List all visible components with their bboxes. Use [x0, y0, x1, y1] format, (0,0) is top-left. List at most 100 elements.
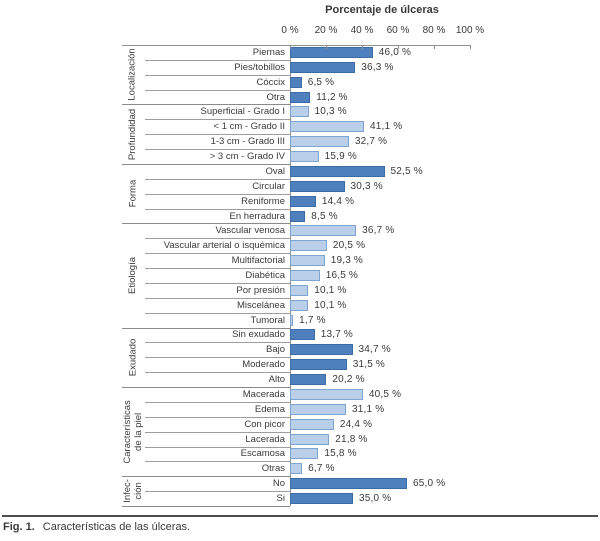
- group-label: Características de la piel: [121, 399, 144, 464]
- bar: [290, 299, 309, 311]
- bar: [290, 433, 330, 445]
- bar-value-label: 41,1 %: [370, 121, 403, 133]
- bar-row-label: Con picor: [244, 418, 285, 430]
- bar-row: Vascular venosa 36,7 %: [145, 223, 600, 238]
- bar-row-label: Bajo: [265, 344, 285, 356]
- row-separator: [145, 401, 290, 403]
- bar-value-label: 35,0 %: [359, 493, 392, 505]
- bar-row: Edema 31,1 %: [145, 401, 600, 417]
- bar-row-label: En herradura: [229, 210, 285, 222]
- bar-value-label: 6,5 %: [307, 76, 335, 88]
- bar-row: Superficial - Grado I 10,3 %: [145, 104, 600, 119]
- bar-row: Macerada 40,5 %: [145, 387, 600, 402]
- bar-value-label: 6,7 %: [308, 463, 335, 475]
- group-label: Forma: [127, 179, 139, 208]
- bar-value-label: 10,1 %: [314, 284, 347, 296]
- bar: [290, 284, 309, 296]
- bar: [290, 210, 306, 222]
- row-separator: [145, 268, 290, 270]
- bar-value-label: 13,7 %: [320, 329, 354, 341]
- bar-row: 1-3 cm - Grado III 32,7 %: [145, 134, 600, 149]
- group-rows: No 65,0 % Si 35,0 %: [145, 476, 600, 506]
- bar-row-label: < 1 cm - Grado II: [213, 121, 285, 133]
- bar: [290, 374, 327, 386]
- bar-value-label: 14,4 %: [321, 195, 355, 207]
- group-rows: Superficial - Grado I 10,3 % < 1 cm - Grad…: [145, 104, 600, 163]
- bar-row-label: Alto: [268, 374, 285, 386]
- group-rows: Oval 52,5 % Circular 30,3 % Reniforme 14,4 % E…: [145, 164, 600, 223]
- bar-row: Circular 30,3 %: [145, 178, 600, 194]
- bar-value-label: 31,5 %: [352, 359, 386, 371]
- bar: [290, 344, 353, 356]
- bar-row: Miscelánea 10,1 %: [145, 297, 600, 313]
- group-label-cell: Exudado: [122, 328, 145, 387]
- bar-value-label: 24,4 %: [339, 418, 373, 430]
- bar-row: Por presión 10,1 %: [145, 282, 600, 298]
- bar-row-label: Edema: [254, 403, 285, 415]
- bar-row-label: Reniforme: [241, 195, 285, 207]
- bar-row: > 3 cm - Grado IV 15,9 %: [145, 149, 600, 164]
- row-separator: [145, 193, 290, 195]
- bar-row-label: 1-3 cm - Grado III: [210, 136, 285, 148]
- x-axis-tick-mark: [362, 45, 363, 49]
- x-axis-tick-label: 40 %: [350, 25, 374, 36]
- bar-row-label: Diabética: [245, 270, 285, 282]
- bar-group-5: Características de la piel Macerada 40,5 %…: [122, 387, 600, 476]
- figure-caption: Fig. 1. Características de las úlceras.: [3, 521, 190, 533]
- bar: [290, 91, 311, 103]
- bar: [290, 180, 345, 192]
- bar-row-label: Tumoral: [250, 314, 286, 326]
- x-axis-tick-label: 100 %: [455, 25, 485, 36]
- bar-row: No 65,0 %: [145, 476, 600, 491]
- bar-group-6: Infec- ción No 65,0 % Si 35,0 %: [122, 476, 600, 506]
- bar-value-label: 19,3 %: [330, 255, 364, 267]
- bar-row-label: Superficial - Grado I: [200, 106, 285, 118]
- group-label: Localización: [127, 48, 139, 101]
- bar-group-4: Exudado Sin exudado 13,7 % Bajo 34,7 % Modera…: [122, 327, 600, 387]
- bar-row: Vascular arterial o isquémica 20,5 %: [145, 238, 600, 253]
- bar-row: Piernas 46,0 %: [145, 45, 600, 60]
- group-rows: Sin exudado 13,7 % Bajo 34,7 % Moderado 31,5 …: [145, 328, 600, 387]
- bar: [290, 463, 303, 475]
- bar-row: Diabética 16,5 %: [145, 268, 600, 283]
- x-axis-tick-mark: [398, 45, 399, 49]
- x-axis-tick-mark: [434, 45, 435, 49]
- bar: [290, 106, 309, 118]
- bar: [290, 165, 385, 177]
- row-separator: [145, 416, 290, 418]
- group-label: Exudado: [127, 338, 139, 377]
- figure-number: Fig. 1.: [3, 521, 35, 533]
- bar-group-0: Localización Piernas 46,0 % Pies/tobillos 36…: [122, 45, 600, 104]
- plot-area: Localización Piernas 46,0 % Pies/tobillos 36…: [122, 45, 600, 506]
- row-separator: [145, 134, 290, 136]
- bar-group-2: Forma Oval 52,5 % Circular 30,3 % Reniforme 14…: [122, 163, 600, 223]
- figure-caption-text: Características de las úlceras.: [42, 521, 191, 533]
- bar-row-label: Piernas: [252, 46, 285, 58]
- group-separator: [122, 223, 290, 225]
- bar-row-label: Oval: [265, 165, 285, 177]
- group-rows: Macerada 40,5 % Edema 31,1 % Con picor 24,4 %…: [145, 387, 600, 476]
- bar-group-3: Etiología Vascular venosa 36,7 % Vascular a…: [122, 223, 600, 327]
- bar-value-label: 21,8 %: [335, 433, 368, 445]
- bar: [290, 418, 334, 430]
- bar: [290, 195, 316, 207]
- group-label-cell: Forma: [122, 164, 145, 223]
- row-separator: [145, 208, 290, 210]
- bar-row: Bajo 34,7 %: [145, 342, 600, 357]
- bar-row-label: Sin exudado: [232, 329, 285, 341]
- bar-value-label: 16,5 %: [325, 270, 359, 282]
- bar-row-label: > 3 cm - Grado IV: [209, 151, 285, 163]
- bar-value-label: 32,7 %: [354, 136, 388, 148]
- bar: [290, 478, 407, 490]
- group-separator: [122, 387, 290, 389]
- group-rows: Vascular venosa 36,7 % Vascular arterial o…: [145, 223, 600, 327]
- row-separator: [145, 431, 290, 433]
- group-label-cell: Características de la piel: [122, 387, 145, 476]
- bar-row: Reniforme 14,4 %: [145, 193, 600, 209]
- bar-row-label: Vascular venosa: [215, 225, 285, 237]
- x-axis-line: [122, 45, 470, 46]
- bar-row: Si 35,0 %: [145, 491, 600, 506]
- bar-row: < 1 cm - Grado II 41,1 %: [145, 119, 600, 134]
- bar-value-label: 10,1 %: [314, 299, 347, 311]
- x-axis-tick-labels: 0 % 20 % 40 % 60 % 80 % 100 %: [0, 25, 600, 37]
